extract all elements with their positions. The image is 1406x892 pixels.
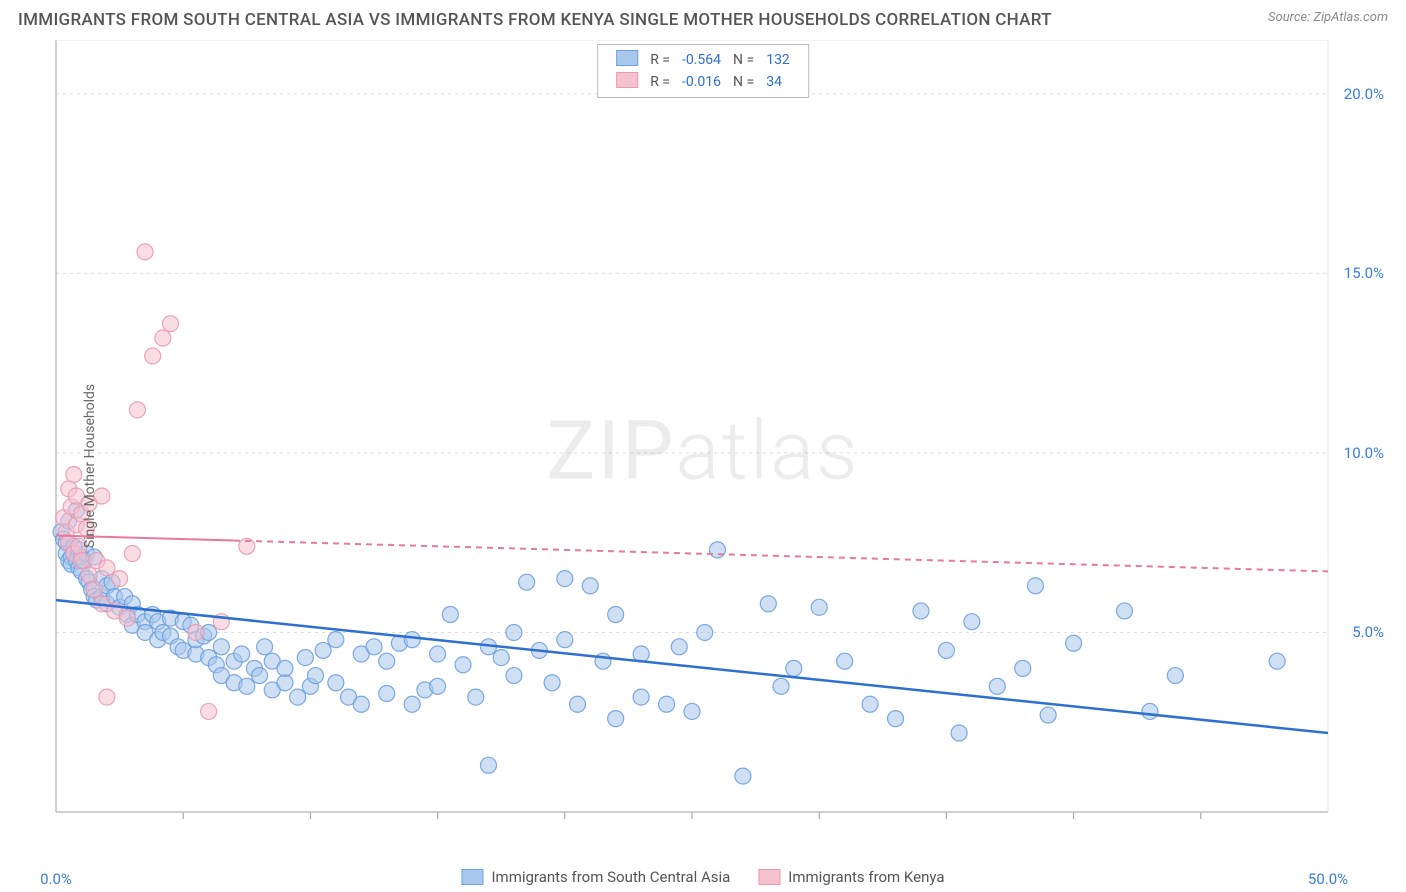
chart-title: IMMIGRANTS FROM SOUTH CENTRAL ASIA VS IM… [18, 10, 1052, 30]
n-label-1: N = [727, 49, 760, 71]
y-tick-label: 5.0% [1352, 623, 1384, 641]
legend-row-series-2: R = -0.016 N = 34 [610, 71, 796, 93]
r-value-1: -0.564 [676, 49, 727, 71]
n-value-1: 132 [760, 49, 796, 71]
legend-correlation-stats: R = -0.564 N = 132 R = -0.016 N = 34 [597, 44, 809, 98]
header-row: IMMIGRANTS FROM SOUTH CENTRAL ASIA VS IM… [0, 0, 1406, 30]
legend-label-2: Immigrants from Kenya [788, 868, 944, 886]
r-value-2: -0.016 [676, 71, 727, 93]
chart-container: Single Mother Households ZIPatlas R = -0… [18, 40, 1388, 892]
x-tick-label: 0.0% [40, 870, 72, 888]
legend-swatch-series-2 [616, 72, 638, 88]
r-label-1: R = [644, 49, 676, 71]
n-value-2: 34 [760, 71, 796, 93]
legend-swatch-bottom-2 [758, 869, 780, 885]
source-prefix: Source: [1268, 10, 1313, 25]
y-tick-label: 15.0% [1344, 264, 1384, 282]
r-label-2: R = [644, 71, 676, 93]
source-attribution: Source: ZipAtlas.com [1268, 10, 1388, 25]
y-tick-label: 10.0% [1344, 444, 1384, 462]
y-tick-label: 20.0% [1344, 85, 1384, 103]
legend-swatch-series-1 [616, 50, 638, 66]
legend-series-names: Immigrants from South Central Asia Immig… [461, 868, 944, 886]
n-label-2: N = [727, 71, 760, 93]
legend-item-1: Immigrants from South Central Asia [461, 868, 730, 886]
scatter-plot [18, 40, 1388, 860]
legend-swatch-bottom-1 [461, 869, 483, 885]
legend-item-2: Immigrants from Kenya [758, 868, 944, 886]
x-tick-label: 50.0% [1308, 870, 1348, 888]
source-name: ZipAtlas.com [1313, 10, 1388, 25]
y-axis-label: Single Mother Households [82, 384, 98, 548]
legend-row-series-1: R = -0.564 N = 132 [610, 49, 796, 71]
legend-label-1: Immigrants from South Central Asia [491, 868, 730, 886]
